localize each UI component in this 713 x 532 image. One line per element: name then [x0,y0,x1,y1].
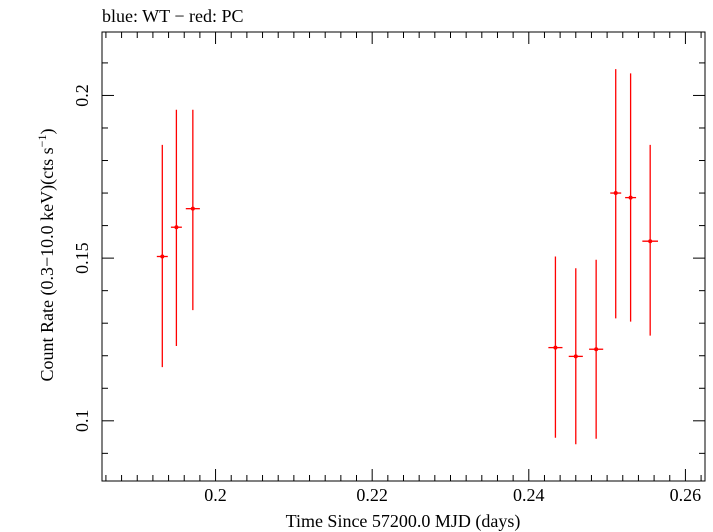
data-point [170,109,182,346]
point-marker [160,254,165,259]
data-point [589,259,604,439]
y-axis-label-main: Count Rate (0.3−10.0 keV)(cts s [37,147,58,381]
axis-ticks [102,32,705,481]
data-point [642,144,659,336]
x-tick-labels: 0.2 0.22 0.24 0.26 [204,485,701,505]
point-marker [594,347,599,352]
x-tick-label: 0.22 [356,485,388,505]
x-tick-label: 0.2 [204,485,227,505]
y-axis-label-close: ) [37,129,58,135]
y-axis-label: Count Rate (0.3−10.0 keV)(cts s−1) [35,129,58,382]
data-point [625,73,637,322]
point-marker [613,191,618,196]
y-tick-label: 0.2 [72,84,92,107]
point-marker [190,206,195,211]
point-marker [628,195,633,200]
data-point [185,109,200,311]
chart-title: blue: WT − red: PC [102,6,243,26]
x-tick-label: 0.24 [513,485,545,505]
point-marker [573,354,578,359]
data-point [568,268,583,445]
x-tick-label: 0.26 [670,485,702,505]
data-point [156,144,168,368]
y-tick-labels: 0.1 0.15 0.2 [72,84,92,432]
y-tick-label: 0.1 [72,410,92,433]
data-points [156,69,659,445]
x-axis-label: Time Since 57200.0 MJD (days) [286,511,521,532]
y-axis-label-exponent: −1 [35,135,49,148]
point-marker [174,225,179,230]
y-tick-label: 0.15 [72,242,92,274]
point-marker [648,239,653,244]
data-point [548,256,563,438]
data-point [610,69,622,319]
point-marker [553,345,558,350]
